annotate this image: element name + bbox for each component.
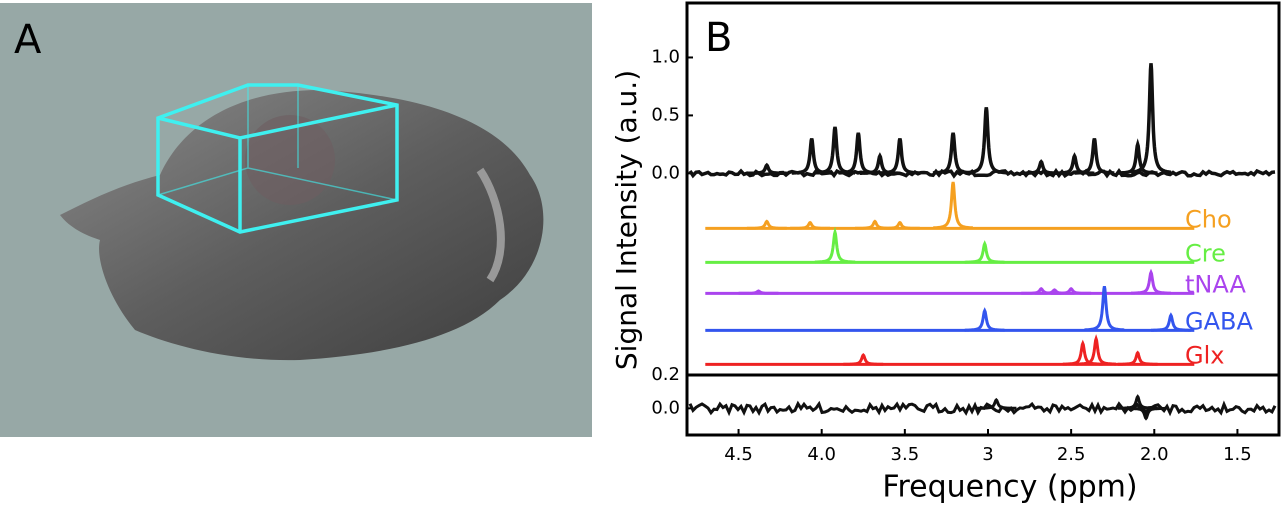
peak <box>837 132 879 175</box>
peak <box>879 220 920 230</box>
peak <box>746 162 787 176</box>
x-axis-label: Frequency (ppm) <box>882 470 1137 505</box>
peak <box>1074 138 1115 175</box>
baseline <box>688 167 1276 179</box>
brain-detail <box>476 167 505 283</box>
voxel-box <box>156 83 399 234</box>
legend-label: tNAA <box>1185 270 1246 298</box>
x-tick-label: 2.0 <box>1140 444 1169 465</box>
peak <box>1076 334 1116 366</box>
peak <box>1084 286 1125 332</box>
peak <box>1051 286 1092 295</box>
plot-frame <box>685 1 1281 437</box>
peak <box>1131 268 1171 295</box>
peak <box>1151 312 1191 332</box>
peak <box>815 126 855 175</box>
peak <box>964 240 1005 264</box>
peak <box>1062 339 1103 366</box>
panel-a: A <box>0 3 592 437</box>
legend-label: GABA <box>1185 307 1253 335</box>
peak <box>1117 350 1158 366</box>
peak <box>790 220 830 230</box>
peak <box>1117 394 1158 410</box>
peak <box>1054 152 1095 175</box>
peak <box>738 289 779 295</box>
peak <box>932 132 974 175</box>
x-tick-label: 2.5 <box>1057 444 1086 465</box>
y-axis-label: Signal Intensity (a.u.) <box>610 70 643 370</box>
x-tick-label: 3 <box>982 444 993 465</box>
peak <box>814 226 856 264</box>
peak <box>933 181 973 230</box>
panel-b: B Frequency (ppm) Signal Intensity (a.u.… <box>610 1 1281 505</box>
panel-label: B <box>705 15 732 61</box>
y-tick-label: 1.0 <box>651 46 680 67</box>
peak <box>1126 406 1166 421</box>
peak <box>1130 63 1172 175</box>
x-tick-label: 1.5 <box>1223 444 1252 465</box>
panel-label: A <box>14 17 42 63</box>
x-tick-label: 3.5 <box>891 444 920 465</box>
peak <box>879 138 920 175</box>
x-tick-label: 4.0 <box>807 444 836 465</box>
peak <box>859 152 900 175</box>
y-tick-label: 0.0 <box>651 162 680 183</box>
brain <box>60 90 544 361</box>
y-tick-label: 0.0 <box>651 397 680 418</box>
y-tick-label: 0.2 <box>651 364 680 385</box>
peak <box>746 219 787 230</box>
legend-label: Cho <box>1185 205 1232 233</box>
x-tick-label: 4.5 <box>724 444 753 465</box>
peak <box>843 352 884 366</box>
y-tick-label: 0.5 <box>651 104 680 125</box>
peak <box>1117 138 1158 175</box>
legend-label: Glx <box>1185 341 1224 369</box>
peak <box>976 397 1017 410</box>
peak <box>791 138 832 175</box>
peak <box>964 307 1005 332</box>
legend-label: Cre <box>1185 239 1226 267</box>
peak <box>966 107 1007 175</box>
